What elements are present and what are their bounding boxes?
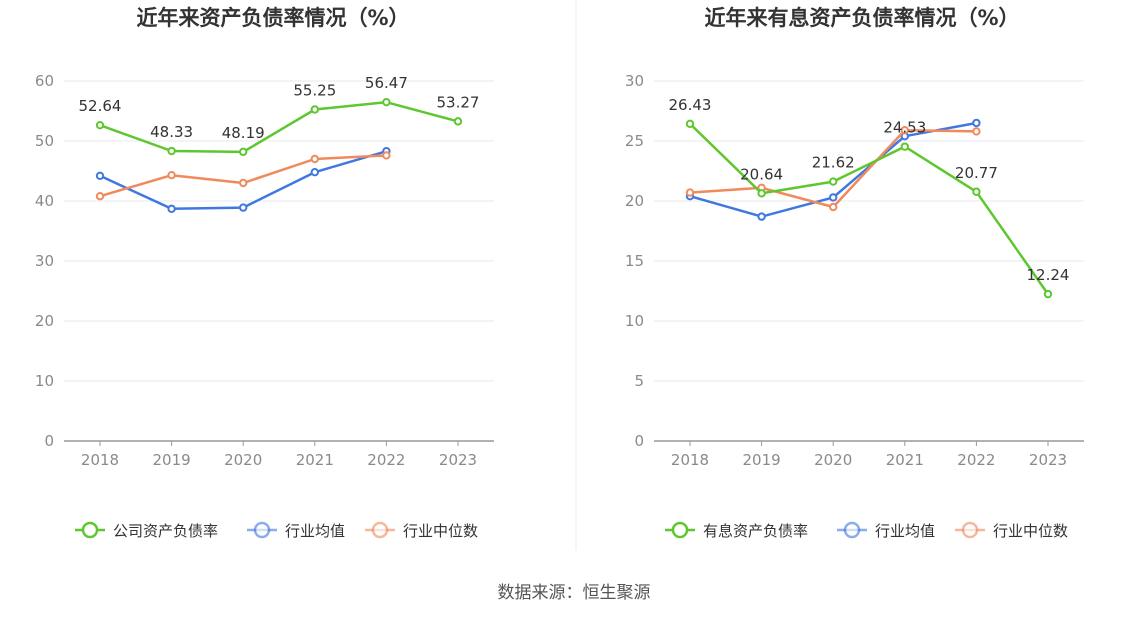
legend-swatch-marker <box>81 521 99 539</box>
legend-item[interactable]: 行业均值 <box>247 521 345 540</box>
data-label: 20.77 <box>955 164 998 182</box>
data-point <box>453 117 463 126</box>
x-tick-label: 2019 <box>153 451 191 469</box>
y-tick-label: 30 <box>35 252 54 270</box>
debt-ratio-chart: 近年来资产负债率情况（%） 0 10 20 30 40 50 60 2018 2019 2020 20… <box>35 6 494 540</box>
x-tick-label: 2021 <box>886 451 924 469</box>
legend-label: 行业均值 <box>875 522 935 540</box>
data-point <box>829 193 838 202</box>
data-point <box>167 146 176 156</box>
x-tick-label: 2018 <box>671 451 709 469</box>
legend-item[interactable]: 有息资产负债率 <box>665 521 808 540</box>
y-tick-label: 0 <box>44 432 54 450</box>
data-point <box>167 204 176 214</box>
data-point <box>757 212 766 221</box>
data-point <box>972 118 981 128</box>
y-tick-label: 20 <box>35 312 54 330</box>
data-point <box>382 151 391 160</box>
data-label: 55.25 <box>293 82 336 100</box>
data-point <box>829 202 838 212</box>
x-tick-label: 2022 <box>367 451 405 469</box>
y-tick-label: 20 <box>625 192 644 210</box>
data-point <box>685 119 695 129</box>
legend-label: 行业均值 <box>285 522 345 540</box>
data-point <box>310 154 319 164</box>
data-point <box>310 168 319 177</box>
x-tick-label: 2019 <box>743 451 781 469</box>
data-label: 26.43 <box>669 96 712 114</box>
data-point <box>239 147 248 157</box>
chart-title: 近年来资产负债率情况（%） <box>136 6 409 30</box>
y-tick-label: 10 <box>625 312 644 330</box>
data-point <box>972 187 981 196</box>
legend-swatch-marker <box>253 521 271 539</box>
data-label: 48.33 <box>150 123 193 141</box>
data-label: 24.53 <box>883 119 926 137</box>
data-point <box>757 189 766 198</box>
legend-item[interactable]: 行业中位数 <box>365 521 478 540</box>
x-tick-label: 2023 <box>1029 451 1067 469</box>
y-tick-label: 60 <box>35 72 54 90</box>
y-tick-label: 40 <box>35 192 54 210</box>
data-point <box>900 126 909 135</box>
legend-label: 行业中位数 <box>993 522 1068 540</box>
series-line <box>689 122 1050 295</box>
data-point <box>685 188 695 197</box>
y-tick-label: 5 <box>634 372 644 390</box>
legend-swatch-marker <box>671 521 689 539</box>
data-point <box>382 97 391 107</box>
series-line <box>99 100 459 154</box>
legend-swatch-marker <box>961 521 979 539</box>
x-tick-label: 2020 <box>224 451 262 469</box>
y-tick-label: 50 <box>35 132 54 150</box>
data-label: 48.19 <box>222 124 265 142</box>
chart-title: 近年来有息资产负债率情况（%） <box>704 6 1019 30</box>
x-tick-label: 2023 <box>439 451 477 469</box>
data-label: 21.62 <box>812 154 855 172</box>
data-point <box>95 192 105 201</box>
x-tick-label: 2020 <box>814 451 852 469</box>
legend-item[interactable]: 行业中位数 <box>955 521 1068 540</box>
y-tick-label: 25 <box>625 132 644 150</box>
interest-debt-ratio-chart: 近年来有息资产负债率情况（%） 0 5 10 15 20 25 30 2018 2019 2020 2… <box>625 6 1084 540</box>
legend-label: 有息资产负债率 <box>703 522 808 540</box>
data-point <box>239 178 248 188</box>
y-tick-label: 15 <box>625 252 644 270</box>
legend-swatch-marker <box>843 521 861 539</box>
data-point <box>972 127 981 136</box>
y-tick-label: 10 <box>35 372 54 390</box>
x-tick-label: 2021 <box>296 451 334 469</box>
x-tick-label: 2022 <box>957 451 995 469</box>
x-tick-label: 2018 <box>81 451 119 469</box>
data-point <box>95 120 105 130</box>
source-text: 数据来源：恒生聚源 <box>498 583 651 603</box>
legend-label: 行业中位数 <box>403 522 478 540</box>
legend-item[interactable]: 行业均值 <box>837 521 935 540</box>
data-label: 56.47 <box>365 74 408 92</box>
data-point <box>310 105 319 114</box>
data-point <box>239 203 248 212</box>
legend-label: 公司资产负债率 <box>113 522 218 540</box>
data-label: 12.24 <box>1027 266 1070 284</box>
data-point <box>167 171 176 180</box>
data-label: 52.64 <box>79 97 122 115</box>
data-label: 20.64 <box>740 165 783 183</box>
y-tick-label: 30 <box>625 72 644 90</box>
legend-item[interactable]: 公司资产负债率 <box>75 521 218 540</box>
data-point <box>900 142 909 151</box>
y-tick-label: 0 <box>634 432 644 450</box>
series-line <box>99 154 387 198</box>
legend-swatch-marker <box>371 521 389 539</box>
data-point <box>829 177 838 186</box>
data-label: 53.27 <box>437 93 480 111</box>
data-point <box>1043 289 1053 299</box>
data-point <box>95 171 105 181</box>
